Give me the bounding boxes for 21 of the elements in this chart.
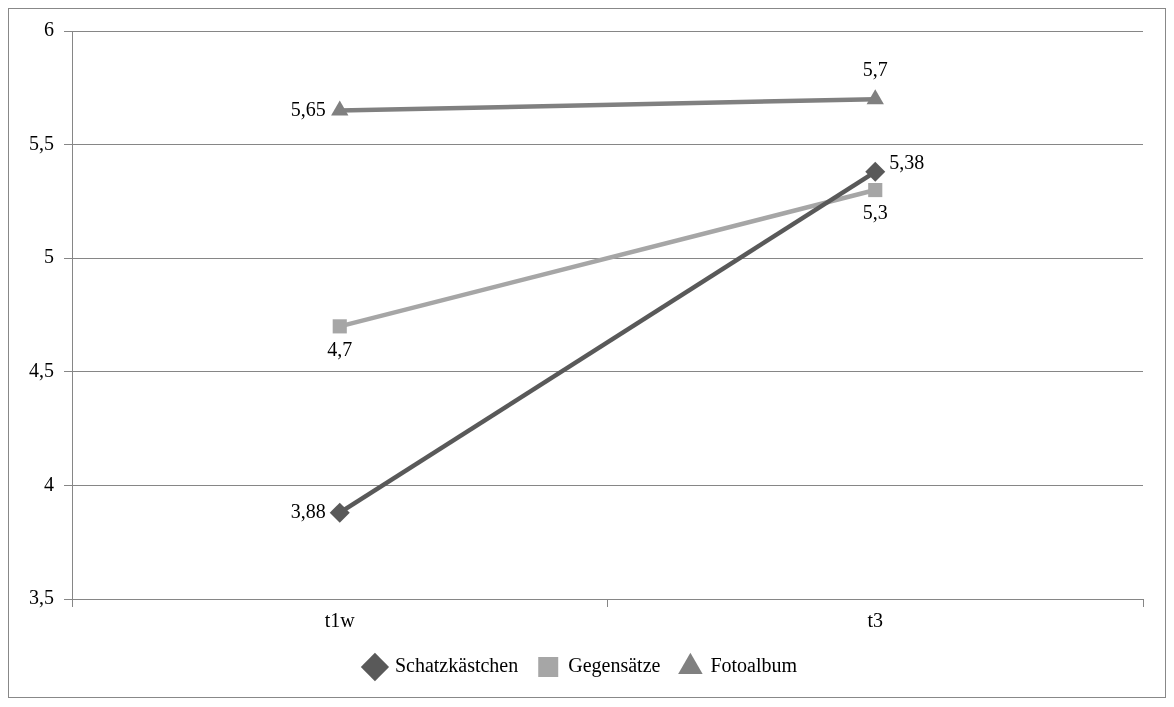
legend-label: Schatzkästchen (394, 654, 519, 677)
legend-label: Gegensätze (568, 654, 661, 678)
point (865, 161, 886, 182)
data-label: 5,7 (862, 58, 888, 81)
data-label: 5,38 (889, 151, 925, 174)
data-label: 5,65 (290, 97, 326, 120)
point (329, 502, 350, 523)
y-tick-label: 6 (44, 18, 54, 41)
data-label: 3,88 (290, 499, 326, 522)
x-tick-label: t3 (867, 609, 884, 632)
data-label: 5,3 (862, 201, 888, 224)
x-tick-label: t1w (324, 609, 356, 632)
y-tick-label: 4,5 (29, 359, 54, 382)
y-tick-label: 5 (44, 245, 54, 268)
legend-label: Fotoalbum (710, 654, 798, 677)
point (332, 319, 347, 334)
y-tick-label: 5,5 (29, 131, 54, 154)
y-tick-label: 4 (44, 472, 54, 495)
point (868, 182, 883, 198)
data-label: 4,7 (327, 337, 353, 360)
y-tick-label: 3,5 (29, 586, 54, 609)
